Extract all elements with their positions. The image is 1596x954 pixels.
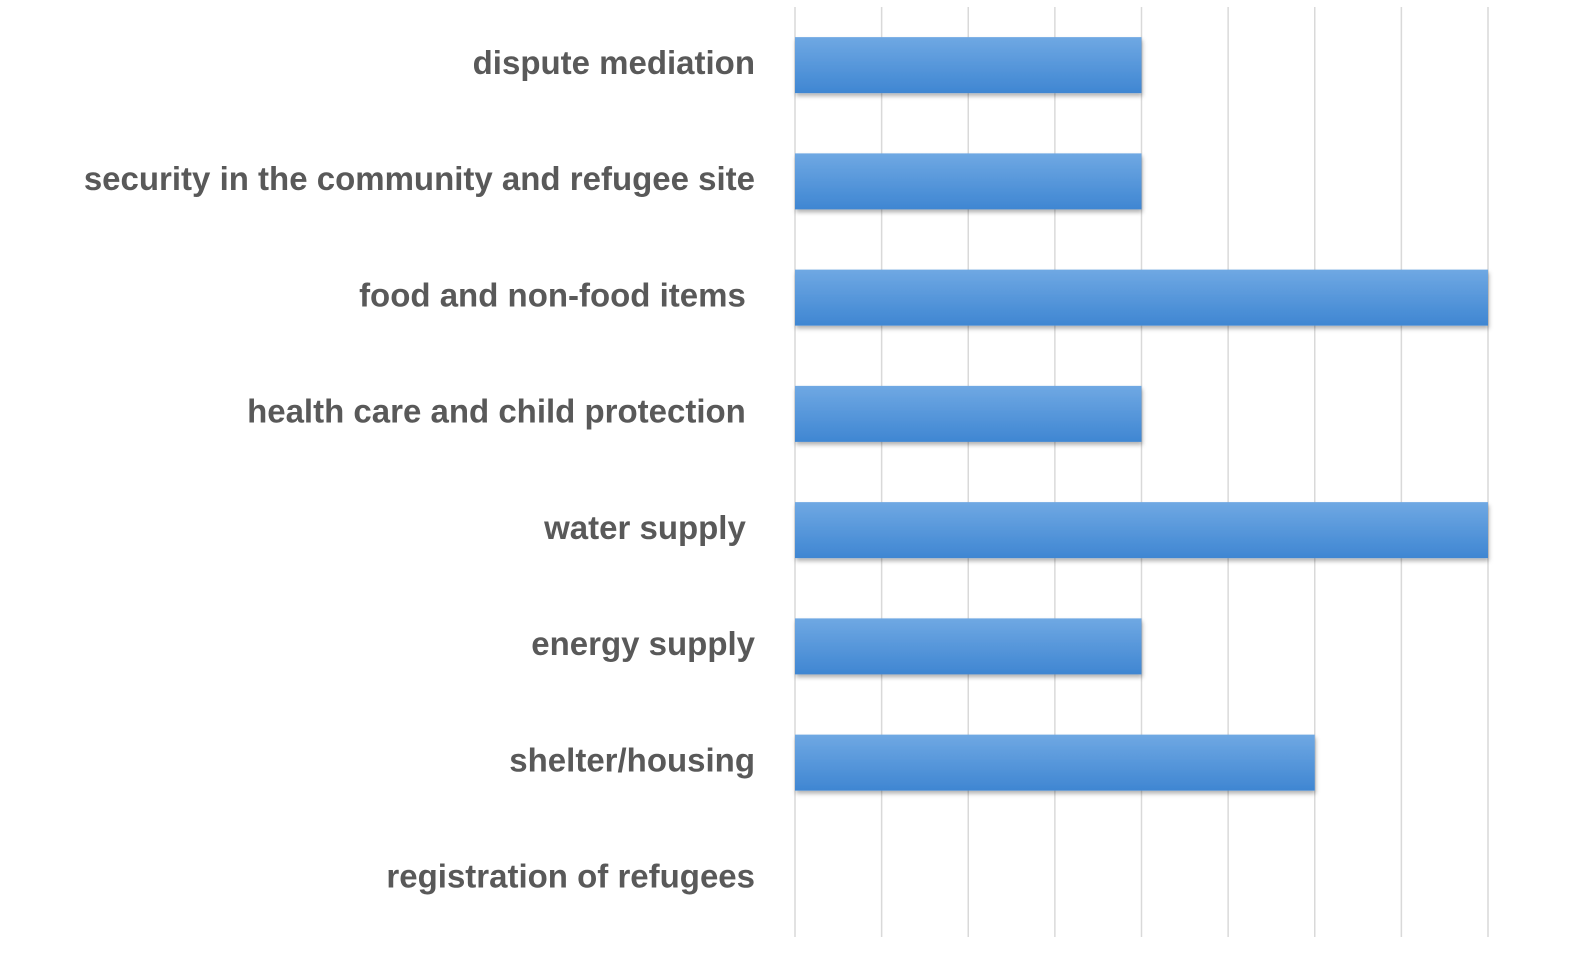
bar [795,37,1142,94]
y-tick-label: energy supply [531,625,755,662]
y-tick-label: water supply [543,509,755,546]
bar [795,618,1142,675]
y-tick-label: security in the community and refugee si… [84,160,755,197]
bar [795,734,1315,791]
bar [795,502,1488,559]
bar [795,385,1142,442]
y-tick-label: registration of refugees [386,858,755,895]
y-tick-label: health care and child protection [247,393,755,430]
bar [795,153,1142,210]
y-tick-label: food and non-food items [359,276,755,313]
bar [795,269,1488,326]
y-tick-label: dispute mediation [473,44,755,81]
y-tick-label: shelter/housing [509,741,755,778]
